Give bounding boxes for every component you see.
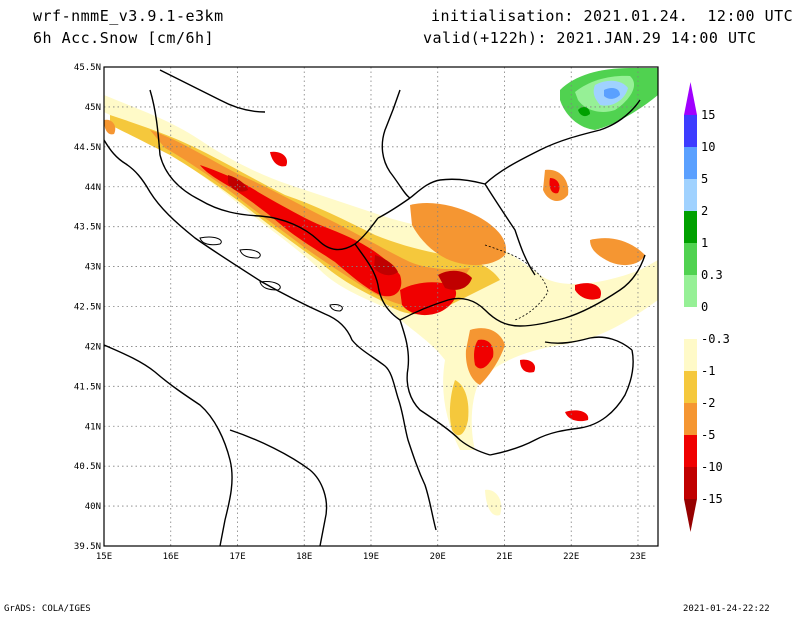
field-title: 6h Acc.Snow [cm/6h] <box>33 29 215 47</box>
lon-tick-label: 17E <box>229 552 245 562</box>
legend-label: 1 <box>701 236 708 250</box>
legend-swatch <box>684 115 697 147</box>
legend-swatch <box>684 307 697 339</box>
lat-tick-label: 42.5N <box>74 303 101 313</box>
lat-tick-label: 42N <box>85 342 101 352</box>
lon-tick-label: 21E <box>496 552 512 562</box>
legend-swatch <box>684 371 697 403</box>
lat-tick-label: 43N <box>85 263 101 273</box>
legend-label: -0.3 <box>701 332 730 346</box>
snow-field <box>104 68 658 516</box>
legend-swatch <box>684 339 697 371</box>
kosovo-border <box>484 244 549 321</box>
legend-swatch <box>684 467 697 499</box>
legend-label: 10 <box>701 140 715 154</box>
lat-tick-labels: 45.5N 45N 44.5N 44N 43.5N 43N 42.5N 42N 41.5N 41N… <box>74 63 101 552</box>
timestamp: 2021-01-24-22:22 <box>683 604 770 614</box>
legend-label: 15 <box>701 108 715 122</box>
lon-tick-label: 16E <box>163 552 179 562</box>
init-time: initialisation: 2021.01.24. 12:00 UTC <box>431 7 794 25</box>
valid-time: valid(+122h): 2021.JAN.29 14:00 UTC <box>423 29 757 47</box>
map-frame <box>103 66 659 547</box>
legend-label: -5 <box>701 428 715 442</box>
lat-tick-label: 41N <box>85 422 101 432</box>
lat-tick-label: 45N <box>85 103 101 113</box>
grads-credit: GrADS: COLA/IGES <box>4 604 91 614</box>
map-grid <box>104 67 658 546</box>
lat-tick-label: 44.5N <box>74 143 101 153</box>
legend-label: 0 <box>701 300 708 314</box>
lat-tick-label: 39.5N <box>74 542 101 552</box>
legend-arrow-bottom <box>684 499 697 532</box>
lon-tick-label: 22E <box>563 552 579 562</box>
lon-tick-label: 18E <box>296 552 312 562</box>
lat-tick-label: 43.5N <box>74 223 101 233</box>
legend-label: 0.3 <box>701 268 723 282</box>
legend-label: -15 <box>701 492 723 506</box>
color-legend: 15 10 5 2 1 0.3 0 -0.3 -1 -2 -5 -10 -15 <box>684 82 730 532</box>
islands <box>199 236 343 312</box>
lat-tick-label: 45.5N <box>74 63 101 73</box>
lon-tick-label: 20E <box>430 552 446 562</box>
legend-swatch <box>684 403 697 435</box>
legend-swatch <box>684 435 697 467</box>
lon-tick-label: 23E <box>630 552 646 562</box>
legend-swatch <box>684 243 697 275</box>
legend-swatch <box>684 179 697 211</box>
coastline-borders <box>104 69 646 546</box>
legend-swatch <box>684 211 697 243</box>
lon-tick-labels: 15E 16E 17E 18E 19E 20E 21E 22E 23E <box>96 552 646 562</box>
legend-swatch <box>684 275 697 307</box>
legend-label: -1 <box>701 364 715 378</box>
lat-tick-label: 44N <box>85 183 101 193</box>
lat-tick-label: 41.5N <box>74 382 101 392</box>
lon-tick-label: 19E <box>363 552 379 562</box>
legend-label: 5 <box>701 172 708 186</box>
legend-label: -2 <box>701 396 715 410</box>
legend-arrow-top <box>684 82 697 115</box>
lat-tick-label: 40.5N <box>74 462 101 472</box>
lon-tick-label: 15E <box>96 552 112 562</box>
legend-label: -10 <box>701 460 723 474</box>
model-title: wrf-nmmE_v3.9.1-e3km <box>33 7 224 25</box>
legend-swatch <box>684 147 697 179</box>
legend-label: 2 <box>701 204 708 218</box>
lat-tick-label: 40N <box>85 502 101 512</box>
